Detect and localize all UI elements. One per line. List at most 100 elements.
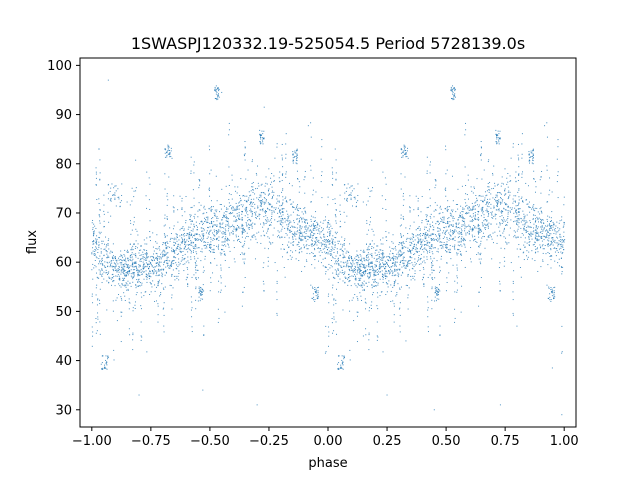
data-point	[411, 257, 413, 259]
data-point	[314, 240, 316, 242]
data-point	[237, 239, 239, 241]
data-point	[328, 345, 329, 347]
data-point	[187, 268, 189, 270]
data-point	[332, 171, 334, 173]
data-point	[93, 232, 95, 234]
data-point	[535, 234, 537, 236]
data-point	[385, 270, 387, 272]
data-point	[107, 355, 109, 357]
scatter-points	[91, 79, 566, 416]
data-point	[551, 211, 553, 213]
data-point	[301, 251, 303, 253]
data-point	[507, 205, 509, 207]
data-point	[503, 217, 505, 219]
data-point	[236, 220, 238, 222]
data-point	[360, 277, 362, 279]
data-point	[506, 243, 508, 245]
data-point	[514, 201, 516, 203]
data-point	[263, 290, 265, 292]
data-point	[335, 270, 337, 272]
data-point	[409, 263, 411, 265]
data-point	[321, 227, 323, 229]
data-point	[227, 220, 229, 222]
data-point	[260, 194, 262, 196]
data-point	[267, 227, 269, 229]
data-point	[358, 271, 360, 273]
data-point	[250, 201, 252, 203]
data-point	[238, 238, 240, 240]
data-point	[194, 244, 196, 246]
data-point	[212, 226, 214, 228]
data-point	[195, 269, 197, 271]
data-point	[124, 275, 126, 277]
data-point	[132, 278, 134, 280]
data-point	[193, 274, 195, 276]
data-point	[101, 274, 103, 276]
data-point	[517, 143, 519, 145]
data-point	[218, 96, 220, 98]
data-point	[152, 256, 154, 258]
data-point	[322, 222, 324, 224]
data-point	[555, 231, 557, 233]
data-point	[108, 221, 110, 223]
data-point	[95, 177, 97, 179]
data-point	[107, 357, 109, 359]
data-point	[218, 89, 220, 91]
data-point	[194, 258, 196, 260]
data-point	[146, 253, 148, 255]
data-point	[180, 260, 182, 262]
data-point	[432, 260, 434, 262]
data-point	[93, 254, 95, 256]
data-point	[518, 157, 520, 159]
data-point	[544, 125, 546, 127]
data-point	[337, 368, 339, 370]
data-point	[251, 227, 253, 229]
data-point	[344, 272, 346, 274]
data-point	[395, 264, 397, 266]
data-point	[472, 207, 474, 209]
data-point	[207, 226, 209, 228]
data-point	[107, 356, 109, 358]
data-point	[495, 133, 497, 135]
data-point	[313, 245, 315, 247]
data-point	[353, 188, 355, 190]
data-point	[332, 276, 334, 278]
data-point	[201, 230, 203, 232]
data-point	[263, 234, 265, 236]
data-point	[526, 258, 528, 260]
data-point	[399, 325, 401, 327]
data-point	[546, 234, 548, 236]
data-point	[147, 256, 149, 258]
data-point	[307, 227, 309, 229]
data-point	[533, 223, 535, 225]
data-point	[292, 154, 294, 156]
data-point	[377, 336, 379, 338]
data-point	[454, 89, 456, 91]
data-point	[238, 214, 240, 216]
data-point	[313, 248, 315, 250]
data-point	[114, 256, 116, 258]
data-point	[214, 89, 216, 91]
data-point	[407, 265, 409, 267]
data-point	[474, 215, 476, 217]
data-point	[393, 275, 395, 277]
data-point	[393, 281, 395, 282]
data-point	[465, 250, 467, 252]
data-point	[475, 205, 477, 207]
data-point	[426, 258, 428, 260]
data-point	[561, 241, 563, 243]
data-point	[288, 237, 290, 239]
data-point	[278, 200, 280, 202]
data-point	[459, 227, 461, 229]
data-point	[486, 219, 488, 221]
data-point	[331, 260, 333, 261]
data-point	[511, 208, 513, 210]
data-point	[197, 269, 199, 271]
data-point	[398, 242, 400, 244]
data-point	[507, 215, 509, 217]
data-point	[132, 339, 134, 341]
data-point	[363, 257, 365, 259]
data-point	[187, 283, 189, 285]
data-point	[96, 257, 98, 259]
data-point	[549, 228, 551, 230]
